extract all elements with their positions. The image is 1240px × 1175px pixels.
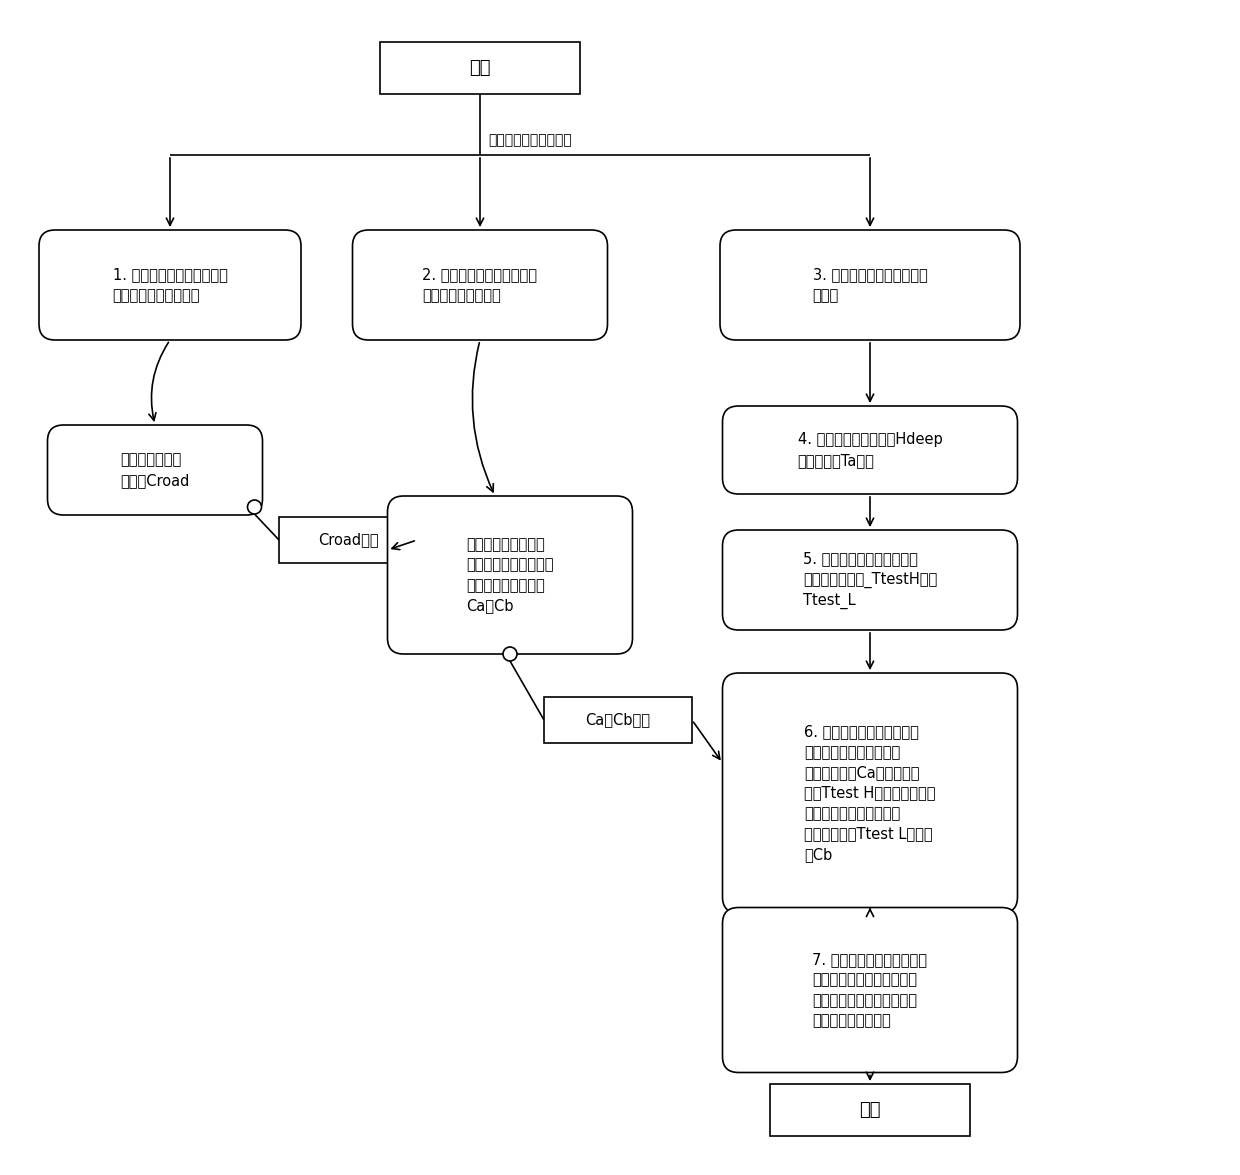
- FancyBboxPatch shape: [352, 230, 608, 340]
- Text: 5. 加速倍率换算求得高温低
温试验加载时间_TtestH高与
Ttest_L: 5. 加速倍率换算求得高温低 温试验加载时间_TtestH高与 Ttest_L: [802, 551, 937, 609]
- Text: 换算得加速加载
总频次Croad: 换算得加速加载 总频次Croad: [120, 452, 190, 488]
- FancyBboxPatch shape: [387, 496, 632, 654]
- Text: 7. 加速加载试验结束，路面
情况检查，对比实际长期路
面情况，道路内部梯度状态
对比，评价道路寿命: 7. 加速加载试验结束，路面 情况检查，对比实际长期路 面情况，道路内部梯度状态…: [812, 952, 928, 1028]
- Text: 结束: 结束: [859, 1101, 880, 1119]
- Circle shape: [248, 501, 262, 513]
- Text: 可同步开始，不分先后: 可同步开始，不分先后: [489, 133, 572, 147]
- Text: 加速温度场加载时高
温及低温阶段占比，并
求得各阶段加载频次
Ca及Cb: 加速温度场加载时高 温及低温阶段占比，并 求得各阶段加载频次 Ca及Cb: [466, 537, 554, 613]
- Text: Croad数据: Croad数据: [317, 532, 378, 548]
- FancyBboxPatch shape: [723, 530, 1018, 630]
- Text: 3. 地区道路结构温度梯度状
态收集: 3. 地区道路结构温度梯度状 态收集: [812, 267, 928, 303]
- Text: 4. 加速加载试验控温层Hdeep
及加热时间Ta确定: 4. 加速加载试验控温层Hdeep 及加热时间Ta确定: [797, 432, 942, 468]
- Text: 开始: 开始: [469, 59, 491, 78]
- FancyBboxPatch shape: [544, 697, 692, 743]
- Text: 6. 道路梯度初始化，达到预
设温度后进行高温阶段加
载，加载频次Ca，加载总天
数为Ttest H后进行降温，达
到低温状态后进行低温加
载，加载时间Ttes: 6. 道路梯度初始化，达到预 设温度后进行高温阶段加 载，加载频次Ca，加载总天…: [805, 724, 936, 861]
- FancyBboxPatch shape: [723, 407, 1018, 494]
- FancyBboxPatch shape: [379, 42, 580, 94]
- FancyBboxPatch shape: [720, 230, 1021, 340]
- FancyBboxPatch shape: [723, 907, 1018, 1073]
- Circle shape: [503, 647, 517, 662]
- FancyBboxPatch shape: [279, 517, 417, 563]
- FancyBboxPatch shape: [38, 230, 301, 340]
- FancyBboxPatch shape: [723, 673, 1018, 913]
- FancyBboxPatch shape: [770, 1085, 970, 1136]
- FancyBboxPatch shape: [47, 425, 263, 515]
- Text: 2. 区域气象数据收集整理，
数据处理拟合温度谱: 2. 区域气象数据收集整理， 数据处理拟合温度谱: [423, 267, 537, 303]
- Text: Ca及Cb数据: Ca及Cb数据: [585, 712, 651, 727]
- Text: 1. 区域道路设计评价年限，
使用年限内车流量计算: 1. 区域道路设计评价年限， 使用年限内车流量计算: [113, 267, 227, 303]
